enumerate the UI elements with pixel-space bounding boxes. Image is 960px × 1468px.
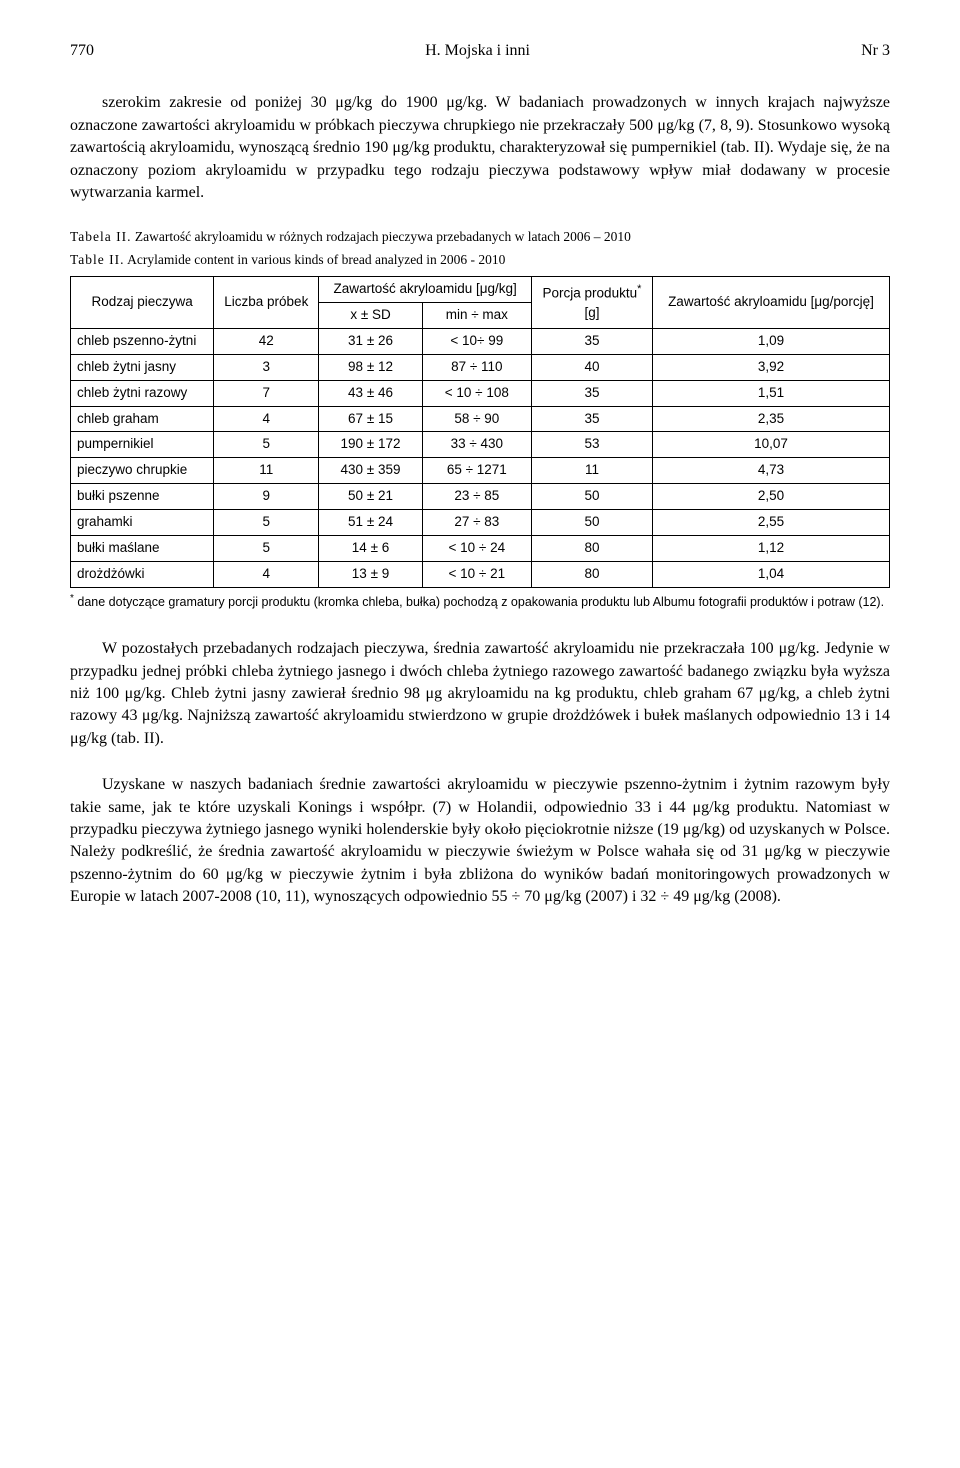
- table-cell: < 10 ÷ 108: [422, 380, 531, 406]
- table-cell: 1,04: [653, 561, 890, 587]
- table-cell: chleb żytni razowy: [71, 380, 214, 406]
- footnote-text: dane dotyczące gramatury porcji produktu…: [74, 595, 884, 609]
- th-content: Zawartość akryloamidu [μg/kg]: [319, 277, 532, 303]
- table-cell: 80: [531, 561, 652, 587]
- table-row: pieczywo chrupkie11430 ± 35965 ÷ 1271114…: [71, 458, 890, 484]
- table-cell: 65 ÷ 1271: [422, 458, 531, 484]
- table-row: chleb żytni jasny398 ± 1287 ÷ 110403,92: [71, 354, 890, 380]
- th-per-portion: Zawartość akryloamidu [μg/porcję]: [653, 277, 890, 329]
- table-row: bułki pszenne950 ± 2123 ÷ 85502,50: [71, 484, 890, 510]
- table-cell: 58 ÷ 90: [422, 406, 531, 432]
- table-cell: 35: [531, 406, 652, 432]
- table-cell: 42: [214, 328, 319, 354]
- table-cell: 3,92: [653, 354, 890, 380]
- table-row: drożdżówki413 ± 9< 10 ÷ 21801,04: [71, 561, 890, 587]
- table-cell: 2,35: [653, 406, 890, 432]
- th-portion-unit: [g]: [584, 305, 599, 320]
- table-cell: chleb żytni jasny: [71, 354, 214, 380]
- table-cell: 67 ± 15: [319, 406, 422, 432]
- caption-en-text: Acrylamide content in various kinds of b…: [125, 252, 506, 267]
- table-footnote: * dane dotyczące gramatury porcji produk…: [70, 592, 890, 610]
- table-cell: 4: [214, 561, 319, 587]
- table-cell: chleb pszenno-żytni: [71, 328, 214, 354]
- table-cell: < 10 ÷ 24: [422, 536, 531, 562]
- table-cell: 50 ± 21: [319, 484, 422, 510]
- table-cell: 11: [214, 458, 319, 484]
- table-cell: 98 ± 12: [319, 354, 422, 380]
- running-header: 770 H. Mojska i inni Nr 3: [70, 40, 890, 62]
- table-cell: 31 ± 26: [319, 328, 422, 354]
- table-cell: bułki pszenne: [71, 484, 214, 510]
- th-xsd: x ± SD: [319, 303, 422, 329]
- table-cell: 13 ± 9: [319, 561, 422, 587]
- table-cell: bułki maślane: [71, 536, 214, 562]
- table-cell: 80: [531, 536, 652, 562]
- caption-en-label: Table II.: [70, 252, 125, 267]
- table-cell: grahamki: [71, 510, 214, 536]
- table-cell: 23 ÷ 85: [422, 484, 531, 510]
- table-cell: 35: [531, 380, 652, 406]
- table-row: grahamki551 ± 2427 ÷ 83502,55: [71, 510, 890, 536]
- table-cell: 1,51: [653, 380, 890, 406]
- table-cell: < 10÷ 99: [422, 328, 531, 354]
- table-cell: pumpernikiel: [71, 432, 214, 458]
- th-portion-sup: *: [637, 283, 641, 295]
- table-cell: 5: [214, 536, 319, 562]
- table-cell: 2,50: [653, 484, 890, 510]
- table-cell: pieczywo chrupkie: [71, 458, 214, 484]
- table-cell: drożdżówki: [71, 561, 214, 587]
- th-n: Liczba próbek: [214, 277, 319, 329]
- acrylamide-table: Rodzaj pieczywa Liczba próbek Zawartość …: [70, 276, 890, 588]
- table-cell: 1,09: [653, 328, 890, 354]
- header-issue: Nr 3: [861, 40, 890, 62]
- table-cell: 10,07: [653, 432, 890, 458]
- th-portion-text: Porcja produktu: [543, 286, 638, 301]
- table-row: chleb pszenno-żytni4231 ± 26< 10÷ 99351,…: [71, 328, 890, 354]
- table-cell: 2,55: [653, 510, 890, 536]
- table-row: pumpernikiel5190 ± 17233 ÷ 4305310,07: [71, 432, 890, 458]
- table-cell: 14 ± 6: [319, 536, 422, 562]
- table-cell: 40: [531, 354, 652, 380]
- table-cell: 4: [214, 406, 319, 432]
- table-cell: 35: [531, 328, 652, 354]
- table-cell: 53: [531, 432, 652, 458]
- header-author: H. Mojska i inni: [425, 40, 530, 62]
- table-caption-en: Table II. Acrylamide content in various …: [70, 251, 890, 270]
- table-cell: 5: [214, 510, 319, 536]
- table-row: chleb żytni razowy743 ± 46< 10 ÷ 108351,…: [71, 380, 890, 406]
- table-cell: 430 ± 359: [319, 458, 422, 484]
- table-cell: 190 ± 172: [319, 432, 422, 458]
- table-cell: 11: [531, 458, 652, 484]
- th-portion: Porcja produktu* [g]: [531, 277, 652, 329]
- table-cell: 27 ÷ 83: [422, 510, 531, 536]
- table-cell: 33 ÷ 430: [422, 432, 531, 458]
- table-cell: 3: [214, 354, 319, 380]
- th-type: Rodzaj pieczywa: [71, 277, 214, 329]
- th-range: min ÷ max: [422, 303, 531, 329]
- table-cell: 4,73: [653, 458, 890, 484]
- paragraph-2: W pozostałych przebadanych rodzajach pie…: [70, 638, 890, 750]
- table-cell: 50: [531, 484, 652, 510]
- paragraph-1: szerokim zakresie od poniżej 30 μg/kg do…: [70, 92, 890, 204]
- table-cell: 51 ± 24: [319, 510, 422, 536]
- paragraph-3: Uzyskane w naszych badaniach średnie zaw…: [70, 774, 890, 908]
- page-number: 770: [70, 40, 94, 62]
- table-cell: chleb graham: [71, 406, 214, 432]
- table-cell: 9: [214, 484, 319, 510]
- table-cell: 87 ÷ 110: [422, 354, 531, 380]
- table-row: chleb graham467 ± 1558 ÷ 90352,35: [71, 406, 890, 432]
- caption-pl-label: Tabela II.: [70, 229, 132, 244]
- table-caption-pl: Tabela II. Zawartość akryloamidu w różny…: [70, 228, 890, 247]
- table-cell: 1,12: [653, 536, 890, 562]
- caption-pl-text: Zawartość akryloamidu w różnych rodzajac…: [132, 229, 631, 244]
- table-cell: 50: [531, 510, 652, 536]
- table-row: bułki maślane514 ± 6< 10 ÷ 24801,12: [71, 536, 890, 562]
- table-cell: 7: [214, 380, 319, 406]
- table-cell: < 10 ÷ 21: [422, 561, 531, 587]
- table-cell: 43 ± 46: [319, 380, 422, 406]
- table-cell: 5: [214, 432, 319, 458]
